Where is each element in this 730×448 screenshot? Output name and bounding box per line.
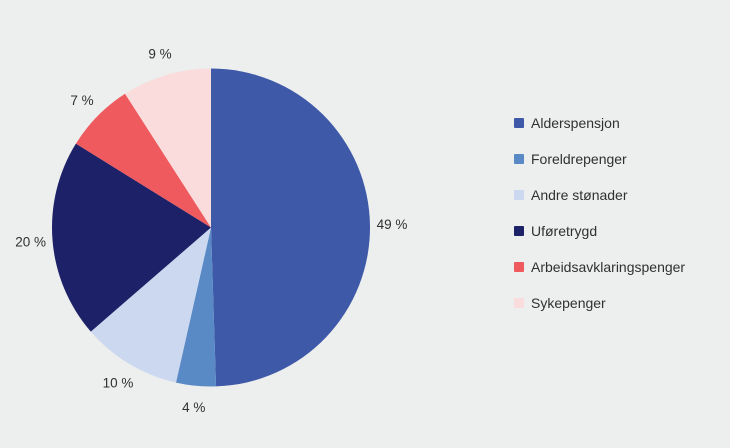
legend-label-arbeidsavklaringspenger: Arbeidsavklaringspenger <box>531 259 686 275</box>
pie-slice-foreldrepenger <box>175 227 217 387</box>
slice-value-label: 9 % <box>148 46 171 61</box>
slice-value-label: 10 % <box>103 375 134 390</box>
legend-item-foreldrepenger: Foreldrepenger <box>514 141 685 177</box>
legend-item-uforetrygd: Uføretrygd <box>514 213 685 249</box>
legend-swatch-andre-stonader <box>514 190 524 200</box>
legend-swatch-foreldrepenger <box>514 154 524 164</box>
slice-value-label: 49 % <box>377 217 408 232</box>
pie-slice-alderspensjon <box>211 68 370 387</box>
slice-value-label: 20 % <box>15 234 46 249</box>
legend-item-arbeidsavklaringspenger: Arbeidsavklaringspenger <box>514 249 685 285</box>
legend-item-andre-stonader: Andre stønader <box>514 177 685 213</box>
legend-item-sykepenger: Sykepenger <box>514 285 685 321</box>
legend-item-alderspensjon: Alderspensjon <box>514 105 685 141</box>
slice-value-label: 4 % <box>182 400 205 415</box>
legend-swatch-uforetrygd <box>514 226 524 236</box>
legend-swatch-arbeidsavklaringspenger <box>514 262 524 272</box>
legend-label-alderspensjon: Alderspensjon <box>531 115 620 131</box>
legend-label-andre-stonader: Andre stønader <box>531 187 628 203</box>
pie-slice-uforetrygd <box>52 143 212 332</box>
legend-label-foreldrepenger: Foreldrepenger <box>531 151 627 167</box>
legend-label-uforetrygd: Uføretrygd <box>531 223 598 239</box>
legend: Alderspensjon Foreldrepenger Andre støna… <box>514 105 685 321</box>
legend-swatch-sykepenger <box>514 298 524 308</box>
pie-slice-andre-stonader <box>90 227 211 383</box>
pie-slice-sykepenger <box>125 68 211 228</box>
legend-swatch-alderspensjon <box>514 118 524 128</box>
pie-slice-arbeidsavklaringspenger <box>75 93 211 228</box>
legend-label-sykepenger: Sykepenger <box>531 295 606 311</box>
slice-value-label: 7 % <box>70 93 93 108</box>
